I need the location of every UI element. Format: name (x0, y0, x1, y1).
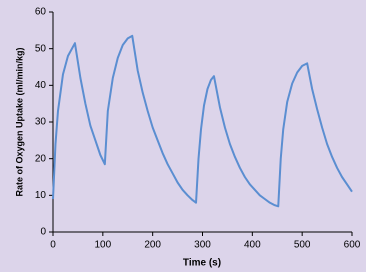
y-axis-title: Rate of Oxygen Uptake (ml/min/kg) (14, 47, 24, 196)
y-tick-label: 0 (40, 227, 46, 238)
x-tick-label: 400 (244, 240, 261, 251)
y-tick-label: 40 (35, 80, 47, 91)
x-tick-label: 300 (194, 240, 211, 251)
x-tick-label: 100 (94, 240, 111, 251)
y-tick-label: 60 (35, 7, 47, 18)
line-series (52, 34, 353, 208)
y-tick-label: 20 (35, 153, 47, 164)
x-tick-label: 500 (294, 240, 311, 251)
y-tick-label: 50 (35, 43, 47, 54)
x-tick-label: 0 (50, 240, 56, 251)
x-tick-label: 200 (144, 240, 161, 251)
x-axis-title: Time (s) (183, 258, 221, 269)
x-tick-label: 600 (344, 240, 361, 251)
y-tick-label: 30 (35, 117, 47, 128)
y-tick-label: 10 (35, 190, 47, 201)
